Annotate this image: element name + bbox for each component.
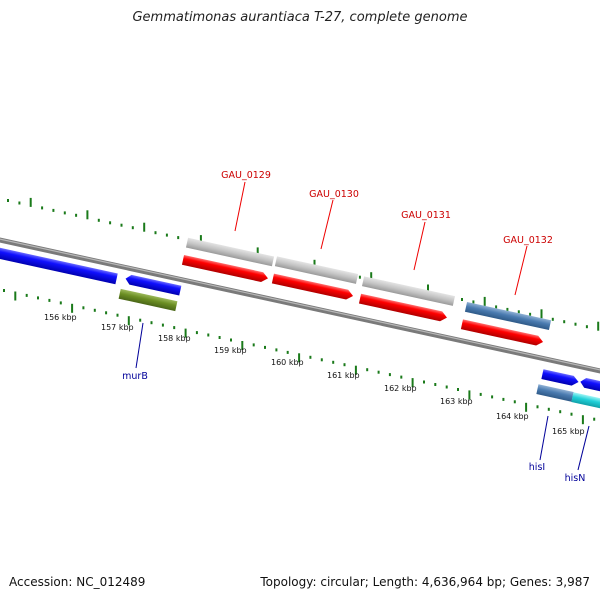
leader-hisn (577, 425, 590, 471)
scale-label-163: 163 kbp (440, 397, 473, 406)
label-gau-0132[interactable]: GAU_0132 (503, 235, 553, 246)
label-hisi[interactable]: hisI (529, 462, 545, 473)
scale-label-161: 161 kbp (327, 371, 360, 380)
scale-label-165: 165 kbp (552, 427, 585, 436)
gene-gau-0130[interactable] (271, 273, 354, 301)
lower-tick-row (3, 289, 596, 425)
label-gau-0130[interactable]: GAU_0130 (309, 189, 359, 200)
gene-gau-0129[interactable] (181, 254, 269, 283)
genome-summary-text: Topology: circular; Length: 4,636,964 bp… (260, 575, 590, 589)
genome-backbone (0, 237, 600, 374)
label-gau-0131[interactable]: GAU_0131 (401, 210, 451, 221)
gene-gau-0131-grey[interactable] (361, 276, 455, 306)
leader-murb (135, 322, 144, 369)
scale-label-159: 159 kbp (214, 346, 247, 355)
gene-features (0, 237, 600, 411)
gene-blue-left[interactable] (0, 246, 118, 285)
scale-label-160: 160 kbp (271, 358, 304, 367)
gene-murb[interactable] (118, 288, 178, 312)
leader-gau-0130 (320, 199, 334, 250)
scale-label-156: 156 kbp (44, 313, 77, 322)
scale-label-162: 162 kbp (384, 384, 417, 393)
leader-gau-0132 (514, 245, 528, 296)
leader-gau-0129 (234, 181, 246, 232)
accession-text: Accession: NC_012489 (9, 575, 146, 589)
gene-hisi[interactable] (536, 384, 574, 402)
gene-gau-0130-grey[interactable] (274, 256, 359, 284)
gene-gau-0129-grey[interactable] (185, 237, 275, 267)
label-hisn[interactable]: hisN (565, 473, 586, 484)
leader-gau-0131 (413, 221, 426, 271)
gene-blue-reverse[interactable] (125, 274, 182, 296)
gene-blue-right-b[interactable] (579, 377, 600, 394)
genome-backbone-highlight (0, 238, 600, 371)
label-murb[interactable]: murB (122, 371, 148, 382)
label-gau-0129[interactable]: GAU_0129 (221, 170, 271, 181)
gene-hisn[interactable] (571, 392, 600, 411)
scale-label-158: 158 kbp (158, 334, 191, 343)
gene-gau-0131[interactable] (358, 293, 448, 323)
leader-hisi (539, 415, 549, 461)
gene-gau-0132-steel[interactable] (464, 301, 552, 331)
scale-label-164: 164 kbp (496, 412, 529, 421)
map-title: Gemmatimonas aurantiaca T-27, complete g… (132, 10, 468, 25)
gene-blue-right-a[interactable] (541, 369, 579, 387)
gene-gau-0132[interactable] (460, 319, 544, 346)
scale-label-157: 157 kbp (101, 323, 134, 332)
